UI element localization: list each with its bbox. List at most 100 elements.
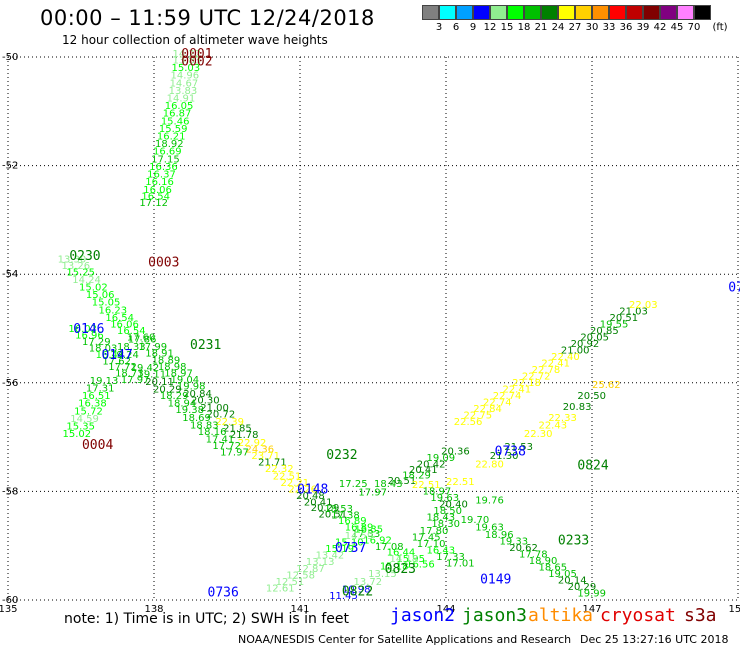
wave-height-value: 18.91 xyxy=(145,349,174,360)
wave-height-value: 19.63 xyxy=(430,493,459,504)
wave-height-value: 20.72 xyxy=(207,410,236,421)
colorbar-label: 15 xyxy=(500,22,514,33)
colorbar-label: 27 xyxy=(568,22,582,33)
wave-height-value: 16.54 xyxy=(141,191,170,202)
pass-number-label: 0147 xyxy=(101,348,132,363)
colorbar-swatch xyxy=(541,5,558,20)
wave-height-value: 20.11 xyxy=(145,377,174,388)
legend-altika: altika xyxy=(528,605,594,626)
wave-height-value: 22.03 xyxy=(629,300,658,311)
wave-height-value: 14.67 xyxy=(170,78,199,89)
wave-height-value: 21.03 xyxy=(619,306,648,317)
wave-height-value: 19.38 xyxy=(175,405,204,416)
chart-title: 00:00 – 11:59 UTC 12/24/2018 xyxy=(40,6,375,30)
wave-height-value: 18.73 xyxy=(115,368,144,379)
wave-height-value: 12.58 xyxy=(286,570,315,581)
y-tick-label: -50 xyxy=(2,52,18,63)
wave-height-value: 13.83 xyxy=(172,56,201,67)
wave-height-value: 14.59 xyxy=(70,414,99,425)
colorbar-swatch xyxy=(558,5,575,20)
wave-height-value: 16.51 xyxy=(82,391,111,402)
wave-height-value: 16.23 xyxy=(99,305,128,316)
wave-height-value: 19.76 xyxy=(475,495,504,506)
wave-height-value: 15.02 xyxy=(63,429,92,440)
wave-height-value: 16.06 xyxy=(143,185,172,196)
wave-height-value: 17.33 xyxy=(352,529,381,540)
wave-height-value: 17.78 xyxy=(519,550,548,561)
wave-height-value: 15.25 xyxy=(66,267,95,278)
wave-height-value: 21.71 xyxy=(258,457,287,468)
y-tick-label: -52 xyxy=(2,161,18,172)
wave-height-value: 21.78 xyxy=(230,430,259,441)
wave-height-value: 20.14 xyxy=(558,576,587,587)
wave-height-value: 16.54 xyxy=(117,326,146,337)
wave-height-value: 12.61 xyxy=(266,583,295,594)
wave-height-value: 22.32 xyxy=(265,464,294,475)
x-tick-label: 141 xyxy=(290,604,309,615)
wave-height-value: 18.97 xyxy=(423,487,452,498)
colorbar-label: 36 xyxy=(619,22,633,33)
wave-height-value: 18.90 xyxy=(529,556,558,567)
wave-height-value: 19.70 xyxy=(461,515,490,526)
wave-height-value: 24.36 xyxy=(245,444,274,455)
wave-height-value: 18.50 xyxy=(433,506,462,517)
color-legend: 3 6 9 12 15 18 21 24 27 30 33 36 39 42 45 70 (ft) xyxy=(422,5,730,35)
wave-height-value: 17.97 xyxy=(220,448,249,459)
wave-height-value: 20.42 xyxy=(417,460,446,471)
wave-height-value: 22.74 xyxy=(483,398,512,409)
pass-number-label: 0737 xyxy=(335,541,366,556)
colorbar-label: 42 xyxy=(653,22,667,33)
wave-height-value: 16.54 xyxy=(105,313,134,324)
wave-height-value: 20.51 xyxy=(610,313,639,324)
wave-height-value: 20.29 xyxy=(568,582,597,593)
wave-height-value: 22.75 xyxy=(464,411,493,422)
wave-height-value: 20.29 xyxy=(153,385,182,396)
wave-height-value: 14.59 xyxy=(345,531,374,542)
wave-height-value: 18.89 xyxy=(152,355,181,366)
wave-height-value: 17.10 xyxy=(417,539,446,550)
wave-height-value: 20.51 xyxy=(388,476,417,487)
pass-number-label: 0231 xyxy=(190,338,221,353)
wave-height-value: 17.45 xyxy=(412,532,441,543)
wave-height-value: 22.39 xyxy=(215,417,244,428)
colorbar-swatch xyxy=(422,5,439,20)
pass-number-label: 0002 xyxy=(181,55,212,70)
wave-height-value: 14.24 xyxy=(72,275,101,286)
colorbar-swatch xyxy=(677,5,694,20)
wave-height-value: 21.30 xyxy=(490,451,519,462)
colorbar-label: 70 xyxy=(687,22,701,33)
wave-height-value: 17.29 xyxy=(82,337,111,348)
wave-height-value: 11.45 xyxy=(329,591,358,602)
wave-height-value: 19.99 xyxy=(577,589,606,600)
colorbar-label: 6 xyxy=(452,22,460,33)
wave-height-value: 19.24 xyxy=(110,350,139,361)
wave-height-value: 19.04 xyxy=(171,375,200,386)
wave-height-value: 20.84 xyxy=(183,389,212,400)
colorbar-swatch xyxy=(575,5,592,20)
wave-height-value: 22.74 xyxy=(493,391,522,402)
colorbar-label: 9 xyxy=(469,22,477,33)
wave-height-value: 18.29 xyxy=(402,470,431,481)
wave-height-value: 19.55 xyxy=(600,319,629,330)
pass-number-label: 0232 xyxy=(326,448,357,463)
wave-height-value: 17.60 xyxy=(127,332,156,343)
wave-height-value: 22.40 xyxy=(551,352,580,363)
wave-height-value: 15.18 xyxy=(380,562,409,573)
legend-s3a: s3a xyxy=(684,605,717,626)
colorbar-unit: (ft) xyxy=(712,22,728,33)
wave-height-value: 22.72 xyxy=(522,372,551,383)
wave-height-value: 22.51 xyxy=(273,471,302,482)
colorbar-label: 45 xyxy=(670,22,684,33)
legend-jason2: jason2 xyxy=(390,605,456,626)
wave-height-value: 17.86 xyxy=(128,335,157,346)
wave-height-value: 17.80 xyxy=(420,526,449,537)
wave-height-value: 18.29 xyxy=(160,391,189,402)
wave-height-value: 13.72 xyxy=(354,577,383,588)
colorbar-swatch xyxy=(592,5,609,20)
wave-height-value: 14.18 xyxy=(390,554,419,565)
pass-number-label: 07 xyxy=(728,281,740,296)
colorbar-swatch xyxy=(660,5,677,20)
wave-height-value: 16.56 xyxy=(406,559,435,570)
wave-height-value: 16.36 xyxy=(149,162,178,173)
wave-height-value: 16.02 xyxy=(68,324,97,335)
